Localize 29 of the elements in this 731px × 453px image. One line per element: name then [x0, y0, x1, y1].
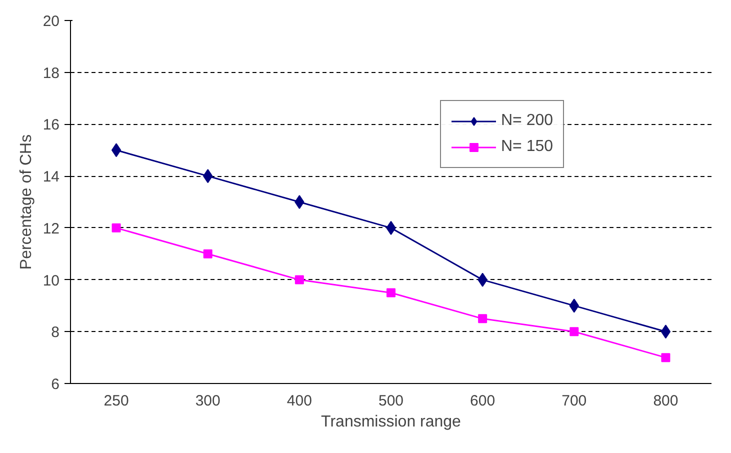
y-tick-label: 10 [42, 272, 60, 290]
point [112, 223, 121, 232]
point [294, 275, 304, 284]
point [570, 327, 579, 336]
x-tick-label: 500 [378, 392, 404, 410]
x-tick-label: 800 [653, 392, 678, 410]
point [660, 324, 671, 339]
legend-label: N= 150 [501, 138, 554, 156]
point [386, 288, 396, 298]
y-tick-label: 6 [51, 376, 60, 393]
x-axis-title: Transmission range [321, 414, 462, 430]
point [111, 143, 122, 158]
point [294, 195, 304, 209]
legend-label: N= 200 [501, 112, 554, 130]
point [661, 353, 670, 362]
y-axis-title: Percentage of CHs [18, 134, 35, 270]
point [478, 314, 488, 324]
y-tick-label: 14 [42, 168, 60, 186]
y-tick-label: 18 [42, 64, 60, 82]
x-tick-label: 300 [195, 392, 220, 410]
y-tick-label: 20 [42, 13, 60, 30]
x-tick-label: 250 [104, 392, 129, 410]
y-tick-label: 16 [42, 116, 60, 134]
x-tick-label: 600 [470, 392, 496, 410]
x-tick-label: 400 [286, 392, 312, 410]
point [203, 249, 212, 258]
y-tick-label: 8 [51, 324, 60, 342]
x-tick-label: 700 [562, 392, 587, 410]
y-tick-label: 12 [42, 220, 60, 238]
